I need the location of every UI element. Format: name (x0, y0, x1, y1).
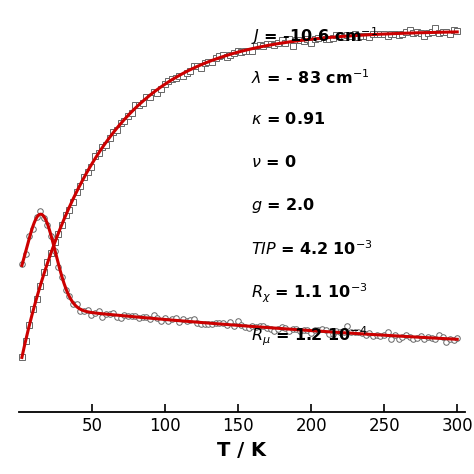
Text: $R_{\chi}$ = 1.1 10$^{-3}$: $R_{\chi}$ = 1.1 10$^{-3}$ (251, 282, 367, 305)
Text: $\lambda$ = - 83 cm$^{-1}$: $\lambda$ = - 83 cm$^{-1}$ (251, 68, 369, 87)
Text: $R_{\mu}$ = 1.2 10$^{-4}$: $R_{\mu}$ = 1.2 10$^{-4}$ (251, 325, 367, 348)
Text: $\mathit{J}$ = -10.6 cm$^{-1}$: $\mathit{J}$ = -10.6 cm$^{-1}$ (251, 25, 378, 47)
Text: $\nu$ = 0: $\nu$ = 0 (251, 154, 297, 170)
Text: $\mathit{TIP}$ = 4.2 10$^{-3}$: $\mathit{TIP}$ = 4.2 10$^{-3}$ (251, 239, 373, 258)
Text: $g$ = 2.0: $g$ = 2.0 (251, 196, 315, 215)
X-axis label: T / K: T / K (217, 441, 266, 460)
Text: $\kappa$ = 0.91: $\kappa$ = 0.91 (251, 111, 325, 127)
